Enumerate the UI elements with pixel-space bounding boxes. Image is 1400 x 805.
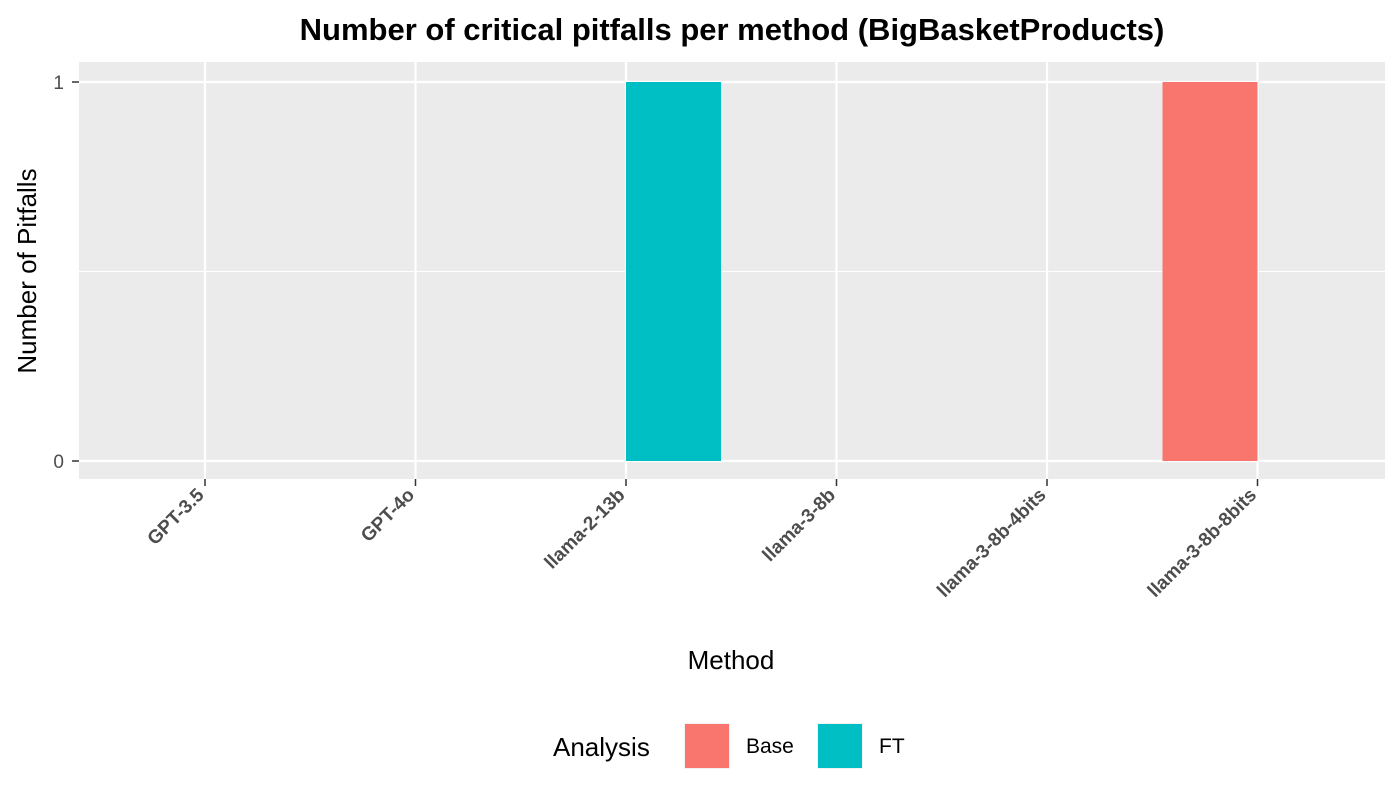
x-tick-label: GPT-4o (357, 485, 419, 547)
legend-label-ft: FT (879, 735, 905, 758)
legend-title: Analysis (553, 732, 650, 762)
x-tick-label: llama-3-8b-8bits (1144, 485, 1261, 602)
y-axis-title: Number of Pitfalls (12, 168, 42, 373)
x-tick-label: llama-2-13b (541, 485, 630, 574)
x-tick-label: llama-3-8b (759, 485, 840, 566)
bar-ft (626, 82, 721, 461)
bar-base (1162, 82, 1258, 461)
x-axis: GPT-3.5 GPT-4o llama-2-13b llama-3-8b llama-… (144, 479, 1261, 602)
y-tick-label: 0 (53, 452, 64, 473)
bars (626, 82, 1258, 461)
legend-entries: Base FT (684, 723, 905, 769)
chart-title: Number of critical pitfalls per method (… (300, 12, 1165, 47)
x-tick-label: llama-3-8b-4bits (933, 485, 1050, 602)
x-tick-label: GPT-3.5 (144, 484, 209, 549)
legend-swatch-ft (818, 724, 862, 768)
y-tick-label: 1 (53, 73, 64, 94)
x-axis-title: Method (688, 645, 775, 675)
y-axis: 01 (53, 73, 79, 473)
legend: Analysis Base FT (553, 723, 905, 769)
legend-swatch-base (685, 724, 729, 768)
legend-label-base: Base (746, 735, 794, 758)
